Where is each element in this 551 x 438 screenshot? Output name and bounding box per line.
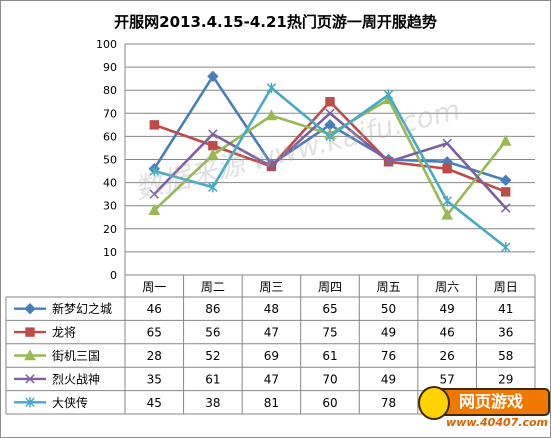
data-point [207,70,219,83]
x-category-label: 周日 [494,280,518,294]
data-point [149,189,160,199]
data-point [148,204,161,216]
legend-entry: 烈火战神 [52,372,100,386]
legend-entry: 新梦幻之城 [52,301,112,316]
table-cell-value: 47 [264,326,279,340]
table-cell-value: 58 [498,349,513,363]
y-tick-label: 60 [103,130,117,143]
data-point [325,108,335,119]
table-cell-value: 70 [322,372,337,386]
legend-key-marker [25,327,35,337]
table-cell-value: 86 [205,302,220,316]
table-cell-value: 45 [147,396,162,410]
table-cell-value: 52 [205,349,220,363]
table-cell-value: 50 [381,302,396,316]
x-category-label: 周一 [142,280,166,294]
table-cell-value: 49 [440,302,455,316]
table-cell-value: 38 [205,396,220,410]
table-cell-value: 65 [147,326,162,340]
x-category-label: 周二 [201,280,225,294]
data-point [442,138,452,149]
table-cell-value: 60 [322,396,337,410]
data-point [500,174,512,186]
data-point [149,120,159,130]
x-category-label: 周三 [259,280,283,294]
legend-key-marker [25,397,35,408]
table-cell-value: 47 [264,372,279,386]
x-category-label: 周五 [377,280,401,294]
y-tick-label: 80 [103,84,117,97]
y-tick-label: 100 [96,38,117,51]
table-cell-value: 49 [381,326,396,340]
table-cell-value: 46 [147,302,162,316]
series-line-2 [153,100,507,194]
table-cell-value: 75 [322,326,337,340]
table-cell-value: 65 [322,302,337,316]
table-cell-value: 56 [205,326,220,340]
table-cell-value: 28 [147,349,162,363]
table-cell-value: 35 [147,372,162,386]
table-cell-value: 61 [205,372,220,386]
data-point [266,161,277,172]
logo-mascot-icon [418,386,450,420]
y-tick-label: 70 [103,107,117,120]
x-category-label: 周四 [318,280,342,294]
data-point [442,195,452,207]
y-tick-label: 30 [103,200,117,213]
table-cell-value: 69 [264,349,279,363]
table-cell-value: 81 [264,396,279,410]
data-point [501,187,511,197]
data-point [207,148,219,160]
site-logo: 网页游戏 www.40407.com [418,386,550,436]
data-point [499,134,512,146]
table-cell-value: 41 [498,302,513,316]
legend-key-marker [24,302,36,315]
data-point [149,165,160,177]
y-tick-label: 20 [103,223,117,236]
legend-entry: 大侠传 [52,395,88,410]
table-cell-value: 26 [440,349,455,363]
data-point [500,203,511,213]
table-cell-value: 49 [381,372,396,386]
data-point [442,164,452,174]
table-cell-value: 57 [440,372,455,386]
legend-entry: 街机三国 [52,349,100,363]
logo-url: www.40407.com [446,416,548,429]
y-tick-label: 40 [103,177,117,190]
table-cell-value: 61 [322,349,337,363]
data-point [265,109,278,121]
legend-key-marker [24,349,36,361]
table-cell-value: 29 [498,372,513,386]
chart-title: 开服网2013.4.15-4.21热门页游一周开服趋势 [114,13,437,31]
y-tick-label: 50 [103,154,117,167]
y-tick-label: 10 [103,246,117,259]
table-cell-value: 78 [381,396,396,410]
table-cell-value: 76 [381,349,396,363]
table-cell-value: 36 [498,326,513,340]
table-cell-value: 48 [264,302,279,316]
x-category-label: 周六 [435,280,459,294]
data-point [208,140,218,151]
legend-entry: 龙将 [52,326,76,340]
data-point [441,208,453,220]
y-tick-label: 0 [110,269,117,282]
y-tick-label: 90 [103,61,117,74]
data-point [383,157,394,167]
legend-key-marker [25,374,35,384]
series-line-3 [153,98,507,217]
data-point [325,131,335,142]
data-point [208,182,218,193]
data-point [500,242,511,253]
data-point [266,82,277,94]
data-point [325,97,335,107]
table-cell-value: 46 [440,326,455,340]
data-point [383,89,394,101]
data-point [208,129,218,139]
logo-badge: 网页游戏 [432,388,550,416]
series-line-5 [153,86,507,249]
